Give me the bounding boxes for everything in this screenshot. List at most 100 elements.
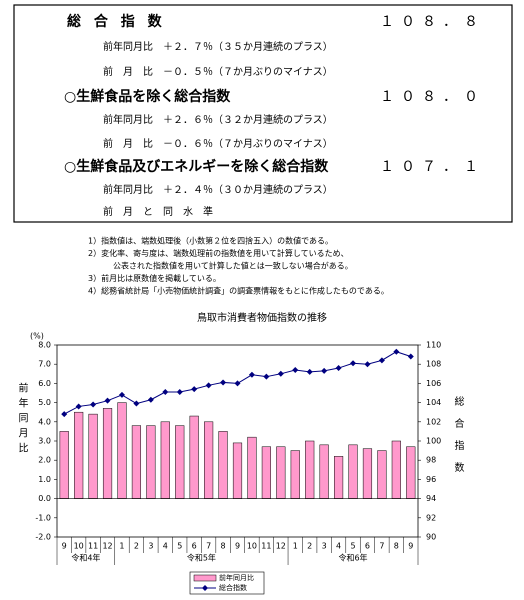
note: 公表された指数値を用いて計算した値とは一致しない場合がある。 xyxy=(113,261,353,271)
y-axis-title: 前年同月比 xyxy=(16,381,28,457)
summary-detail: 前年同月比 ＋２．４％（３０か月連続のプラス） xyxy=(103,183,333,196)
line-point xyxy=(364,361,371,368)
bar xyxy=(319,444,329,499)
y2-tick-label: 110 xyxy=(426,341,441,350)
line-point xyxy=(248,371,255,378)
bar xyxy=(189,415,199,499)
summary-box xyxy=(13,4,513,223)
x-tick-label: 12 xyxy=(276,542,286,551)
x-tick-label: 3 xyxy=(148,542,153,551)
summary-detail: 前年同月比 ＋２．７％（３５か月連続のプラス） xyxy=(103,40,333,53)
y2-tick-label: 96 xyxy=(426,475,436,484)
summary-label: 総 合 指 数 xyxy=(67,13,166,30)
summary-value: １０８．０ xyxy=(380,89,485,105)
bar xyxy=(362,448,373,499)
x-tick-label: 7 xyxy=(206,542,211,551)
line-point xyxy=(75,403,82,410)
x-group-label: 令和5年 xyxy=(187,553,216,563)
summary-detail: 前 月 と 同 水 準 xyxy=(103,205,213,218)
summary-detail: 前 月 比 －０．６％（７か月ぶりのマイナス） xyxy=(103,137,333,150)
summary-value: １０８．８ xyxy=(380,14,485,30)
line-point xyxy=(292,366,299,373)
line-point xyxy=(277,370,284,377)
bar xyxy=(333,456,344,499)
x-tick-label: 3 xyxy=(322,542,327,551)
line-point xyxy=(104,397,111,404)
y-unit: (%) xyxy=(30,332,44,341)
x-tick-label: 6 xyxy=(192,542,197,551)
note: 1）指数値は、端数処理後（小数第２位を四捨五入）の数値である。 xyxy=(88,236,333,246)
y-tick-label: 1.0 xyxy=(38,475,51,484)
line-point xyxy=(321,367,328,374)
line-point xyxy=(176,389,183,396)
y2-tick-label: 92 xyxy=(426,513,436,522)
bar xyxy=(261,446,271,499)
bar xyxy=(102,408,113,499)
x-tick-label: 4 xyxy=(336,542,341,551)
bar xyxy=(74,411,84,499)
x-group-label: 令和6年 xyxy=(338,553,367,563)
legend-label: 前年同月比 xyxy=(219,573,254,582)
line-point xyxy=(205,382,212,389)
bar xyxy=(131,425,142,499)
x-tick-label: 11 xyxy=(261,542,271,551)
x-tick-label: 7 xyxy=(379,542,384,551)
x-tick-label: 2 xyxy=(307,542,312,551)
bar xyxy=(117,402,127,499)
bar xyxy=(204,421,214,499)
line-point xyxy=(220,379,227,386)
bar xyxy=(247,436,257,499)
x-tick-label: 8 xyxy=(394,542,399,551)
bar xyxy=(175,425,185,499)
bar xyxy=(88,413,98,499)
bar xyxy=(391,440,401,499)
line-point xyxy=(263,373,270,380)
bar xyxy=(377,450,387,499)
line-point xyxy=(90,401,97,408)
x-tick-label: 6 xyxy=(365,542,370,551)
y2-tick-label: 94 xyxy=(426,494,436,503)
summary-value: １０７．１ xyxy=(380,159,485,175)
line-point xyxy=(393,348,400,355)
legend-swatch xyxy=(193,574,217,582)
x-tick-label: 8 xyxy=(221,542,226,551)
line-point xyxy=(61,411,68,418)
x-tick-label: 1 xyxy=(119,542,124,551)
bar xyxy=(290,450,300,499)
bar xyxy=(59,431,69,499)
y2-tick-label: 106 xyxy=(426,379,441,388)
x-group-label: 令和4年 xyxy=(71,553,100,563)
y2-tick-label: 100 xyxy=(426,437,441,446)
y-tick-label: 8.0 xyxy=(38,341,51,350)
y-tick-label: 2.0 xyxy=(38,456,51,465)
bar xyxy=(160,421,170,499)
y-tick-label: -2.0 xyxy=(35,533,51,542)
y-tick-label: 6.0 xyxy=(38,379,51,388)
y2-tick-label: 104 xyxy=(426,398,441,407)
x-tick-label: 10 xyxy=(247,542,257,551)
summary-label: ○生鮮食品及びエネルギーを除く総合指数 xyxy=(64,158,329,175)
bar xyxy=(305,440,315,499)
y2-tick-label: 102 xyxy=(426,417,441,426)
line-point xyxy=(407,353,414,360)
line-point xyxy=(162,389,169,396)
x-tick-label: 1 xyxy=(293,542,298,551)
line-point xyxy=(133,400,140,407)
bar xyxy=(232,442,243,499)
note: 2）変化率、寄与度は、端数処理前の指数値を用いて計算しているため、 xyxy=(88,248,349,258)
y-tick-label: 5.0 xyxy=(38,398,51,407)
line-point xyxy=(335,365,342,372)
line-point xyxy=(147,396,154,403)
bar xyxy=(146,425,156,499)
legend-swatch xyxy=(202,585,208,591)
x-tick-label: 11 xyxy=(88,542,98,551)
x-tick-label: 9 xyxy=(408,542,413,551)
bar xyxy=(218,431,228,499)
y2-tick-label: 90 xyxy=(426,533,436,542)
line-point xyxy=(350,360,357,367)
x-tick-label: 10 xyxy=(74,542,84,551)
line-point xyxy=(306,368,313,375)
x-tick-label: 9 xyxy=(62,542,67,551)
legend-label: 総合指数 xyxy=(219,583,247,592)
